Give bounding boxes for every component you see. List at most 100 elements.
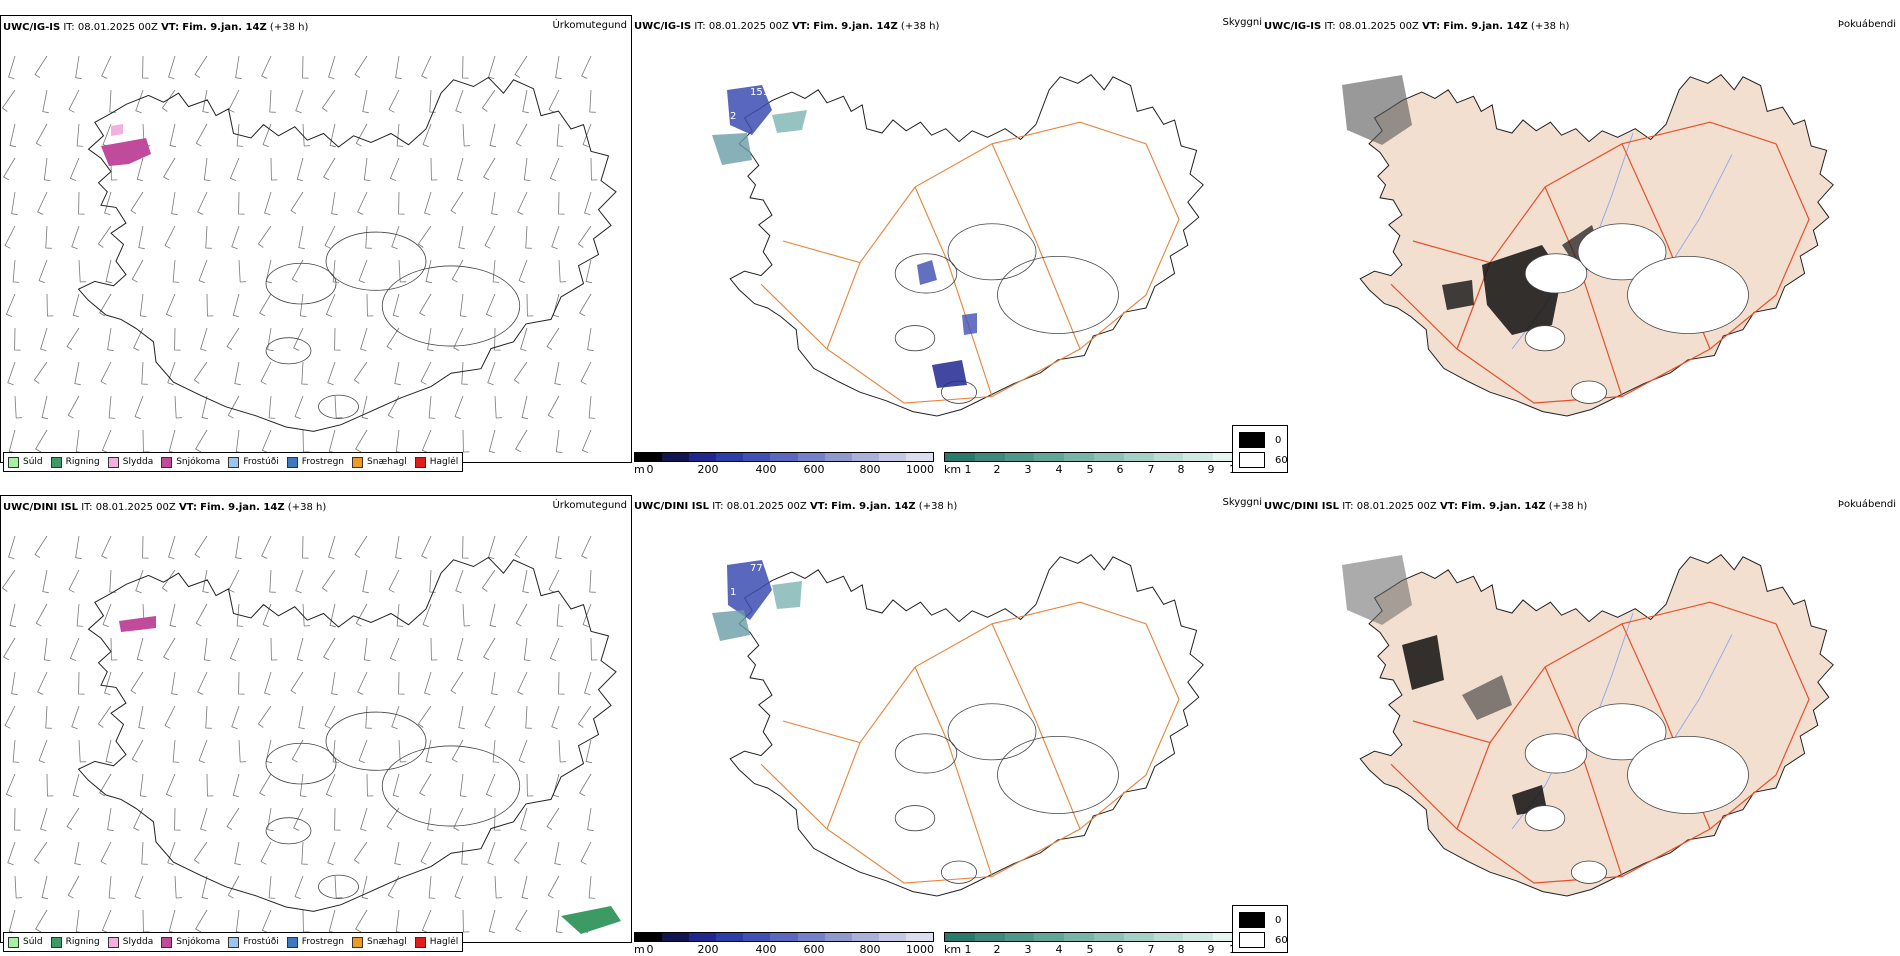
glacier	[1627, 735, 1749, 815]
wind-barb	[520, 807, 528, 832]
glacier	[1524, 325, 1566, 352]
glacier	[997, 735, 1119, 815]
wind-barb	[131, 739, 144, 763]
wind-barb	[142, 909, 150, 933]
iceland-coastline	[729, 74, 1204, 417]
wind-barb	[296, 637, 304, 662]
wind-barb	[168, 429, 176, 454]
glacier	[1524, 805, 1566, 832]
wind-barb	[133, 327, 144, 351]
panel-title: Skyggni	[1222, 497, 1262, 508]
legend-item: Slydda	[107, 456, 153, 468]
wind-barb	[142, 535, 149, 559]
wind-barb	[238, 259, 247, 283]
wind-barb	[290, 671, 304, 695]
wind-barb	[74, 841, 81, 866]
wind-barb	[229, 637, 240, 661]
ceiling-patches	[712, 560, 802, 641]
wind-barb	[136, 637, 144, 662]
wind-barb	[450, 671, 464, 695]
wind-barb	[366, 773, 374, 797]
wind-barb	[72, 293, 80, 318]
wind-barb	[514, 535, 528, 559]
wind-barb	[494, 327, 501, 351]
wind-barb	[328, 429, 336, 454]
wind-barb	[299, 293, 307, 317]
wind-barb	[547, 875, 560, 899]
glacier	[265, 817, 312, 845]
wind-barb	[392, 293, 400, 318]
wind-barb	[394, 361, 401, 386]
wind-barb	[235, 535, 242, 560]
wind-barb	[200, 807, 208, 832]
ceiling-map-bottom: 77 105 1	[712, 554, 1204, 897]
panel-header: UWC/IG-IS IT: 08.01.2025 00Z VT: Fim. 9.…	[3, 22, 309, 33]
wind-barb	[357, 191, 368, 215]
wind-barb	[582, 603, 592, 628]
wind-barb	[164, 705, 176, 729]
wind-barb	[100, 361, 112, 385]
wind-barb	[261, 55, 272, 79]
wind-barb	[5, 773, 16, 797]
wind-barb	[139, 293, 147, 317]
wind-barb	[41, 875, 48, 900]
wind-barb	[171, 191, 178, 216]
wind-barb	[354, 535, 368, 559]
wind-barb	[268, 875, 276, 899]
wind-barb	[38, 739, 48, 764]
glacier	[894, 733, 958, 774]
wind-barb	[515, 123, 528, 147]
wind-barb	[549, 157, 560, 181]
wind-barb	[238, 739, 247, 763]
wind-barb	[167, 361, 176, 386]
colorbar-swatches	[634, 932, 934, 942]
wind-barb	[131, 259, 144, 283]
wind-barb	[46, 773, 54, 797]
wind-barb	[260, 841, 272, 865]
wind-barb	[302, 429, 310, 453]
wind-barb	[8, 55, 16, 80]
glacier	[940, 860, 977, 884]
ceiling-panel-top: 151 50 2 UWC/IG-IS IT: 08.01.2025 00Z VT…	[632, 15, 1262, 476]
wind-barb	[97, 705, 112, 728]
wind-barb	[588, 395, 596, 419]
wind-barb	[417, 225, 432, 248]
wind-barb	[585, 739, 592, 764]
wind-barb	[355, 429, 368, 453]
wind-barb	[425, 739, 432, 764]
wind-barb	[362, 89, 369, 114]
wind-barb	[43, 157, 51, 181]
wind-barb	[235, 909, 243, 933]
wind-barb	[424, 191, 432, 216]
wind-barb	[430, 637, 438, 661]
panel-title: Úrkomutegund	[552, 500, 627, 511]
wind-barb	[167, 841, 176, 866]
glacier	[318, 874, 359, 899]
wind-barb	[488, 55, 496, 80]
legend-item: Rigning	[50, 456, 100, 468]
wind-barb	[7, 841, 16, 866]
wind-barb	[455, 89, 464, 114]
wind-barb	[579, 773, 592, 797]
glacier	[325, 231, 427, 291]
colorbar-ticks: km 1 2 3 4 5 6 7 8 9 10	[944, 943, 1243, 956]
wind-barb	[395, 55, 402, 80]
wind-barb	[75, 535, 82, 560]
wind-barb	[332, 739, 340, 763]
wind-barb	[206, 773, 214, 797]
wind-barb	[195, 429, 208, 453]
legend-item: Haglél	[414, 456, 458, 468]
glacier	[381, 745, 521, 827]
wind-barb	[135, 89, 144, 114]
legend-item: 60	[1239, 932, 1288, 948]
wind-barb	[462, 55, 469, 79]
wind-barb	[75, 909, 83, 933]
wind-barb	[66, 327, 80, 351]
glaciers	[1524, 703, 1749, 884]
wind-barb	[353, 841, 368, 864]
wind-barb	[321, 89, 336, 112]
wind-barb	[35, 909, 48, 933]
wind-barb	[334, 807, 341, 831]
wind-barb	[492, 259, 500, 283]
road	[782, 720, 861, 744]
